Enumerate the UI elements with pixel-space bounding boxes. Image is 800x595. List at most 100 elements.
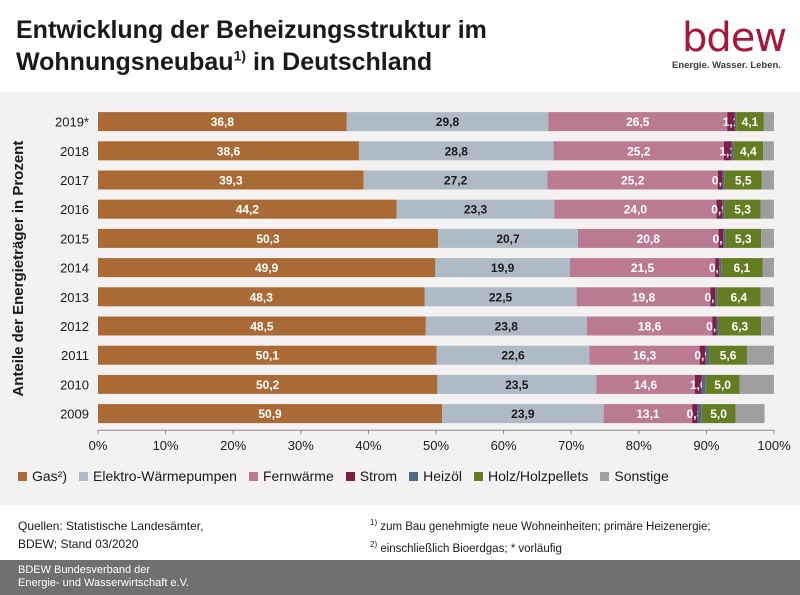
bar-segment [733,141,764,161]
data-label: 22,5 [489,290,513,304]
legend-swatch [79,471,88,481]
bar-segment [709,345,747,365]
bar-segment [715,258,720,278]
legend-label: Heizöl [423,468,462,484]
bar-segment [577,228,719,248]
bar-segment [435,258,570,278]
bar-segment [569,258,716,278]
bar-segment [98,316,426,336]
data-label: 5,6 [720,349,737,363]
bar-segment [763,141,774,161]
data-label: 48,5 [250,320,274,334]
sources: Quellen: Statistische Landesämter, BDEW;… [18,517,203,553]
data-label: 4,1 [742,115,759,129]
logo-tagline: Energie. Wasser. Leben. [672,60,781,71]
bar-segment [763,112,774,132]
bar-segment [761,316,774,336]
data-label: 25,2 [621,174,645,188]
logo-word: bdew [682,15,787,61]
bar-segment [731,141,734,161]
category-label: 2017 [60,173,89,188]
bar-segment [712,316,717,336]
title-footnote-marker: 1) [233,47,247,64]
bar-segment [603,404,693,424]
data-label: 23,5 [505,378,529,392]
legend-item: Heizöl [409,468,462,484]
stacked-bar-chart: Anteile der Energieträger in Prozent 0% 10… [10,112,791,453]
bar-segment [98,170,364,190]
category-label: 2013 [60,290,89,305]
bar-segment [710,287,716,307]
bar-segment [98,374,438,394]
bdew-logo: bdew Energie. Wasser. Leben. [668,15,787,76]
footer-line2: Energie- und Wasserwirtschaft e.V. [18,577,189,589]
bar-segment [746,345,774,365]
data-label: 38,6 [217,144,241,158]
footer: BDEW Bundesverband der Energie- und Wass… [0,560,800,595]
legend-item: Strom [345,468,397,484]
bar-segment [724,199,761,219]
data-label: 16,3 [633,349,657,363]
bar-segment [554,199,717,219]
data-label: 13,1 [636,407,660,421]
bar-segment [98,404,443,424]
data-label: 14,6 [634,378,658,392]
chart-legend: Gas²) Elektro-Wärmepumpen Fernwärme Strom He… [18,466,788,486]
bar-segment [358,141,554,161]
bar-segment [736,112,764,132]
category-label: 2009 [60,407,89,422]
x-tick-label: 80% [626,438,652,453]
x-tick-label: 100% [757,438,791,453]
category-label: 2010 [60,377,89,392]
data-label: 6,3 [732,320,749,334]
legend-item: Sonstige [600,468,669,484]
data-label: 26,5 [626,115,650,129]
data-label: 5,5 [735,174,752,188]
data-label: 49,9 [255,261,279,275]
data-label: 27,2 [444,174,468,188]
bar-segment [717,170,723,190]
legend-label: Sonstige [614,468,669,484]
legend-item: Gas²) [18,468,67,484]
data-label: 28,8 [445,144,469,158]
data-label: 19,8 [632,290,656,304]
legend-label: Gas²) [32,468,67,484]
bar-segment [437,374,597,394]
data-label: 24,0 [624,203,648,217]
x-tick-label: 70% [558,438,584,453]
legend-swatch [473,471,483,481]
x-tick-label: 30% [288,438,314,453]
bar-segment [722,199,725,219]
data-label: 5,0 [714,378,731,392]
title-line2-main: Wohnungsneubau [16,48,234,76]
data-label: 50,2 [256,378,280,392]
bar-segment [396,199,555,219]
legend-item: Elektro-Wärmepumpen [79,468,237,484]
bar-segment [760,199,774,219]
bar-segment [596,374,695,394]
bar-segment [735,404,765,424]
bar-segment [701,404,736,424]
bar-segment [699,345,706,365]
footer-text: BDEW Bundesverband der Energie- und Wass… [18,564,189,590]
bar-segment [727,112,735,132]
data-label: 25,2 [627,144,651,158]
bar-segment [723,228,726,248]
category-label: 2012 [60,319,89,334]
bar-segment [717,287,761,307]
bar-segment [760,287,774,307]
footnote-2-text: einschließlich Bioerdgas; * vorläufig [377,542,562,555]
x-tick-label: 40% [355,438,381,453]
bar-segment [724,170,762,190]
legend-label: Fernwärme [262,468,334,484]
data-label: 50,9 [258,407,282,421]
bar-segment [98,287,425,307]
legend-swatch [600,471,610,481]
x-tick-label: 60% [491,438,517,453]
bar-segment [589,345,700,365]
bar-segment [436,345,590,365]
bar-segment [716,316,719,336]
legend-item: Fernwärme [248,468,334,484]
title-line1: Entwicklung der Beheizungsstruktur im [16,16,487,44]
x-tick-label: 20% [220,438,246,453]
